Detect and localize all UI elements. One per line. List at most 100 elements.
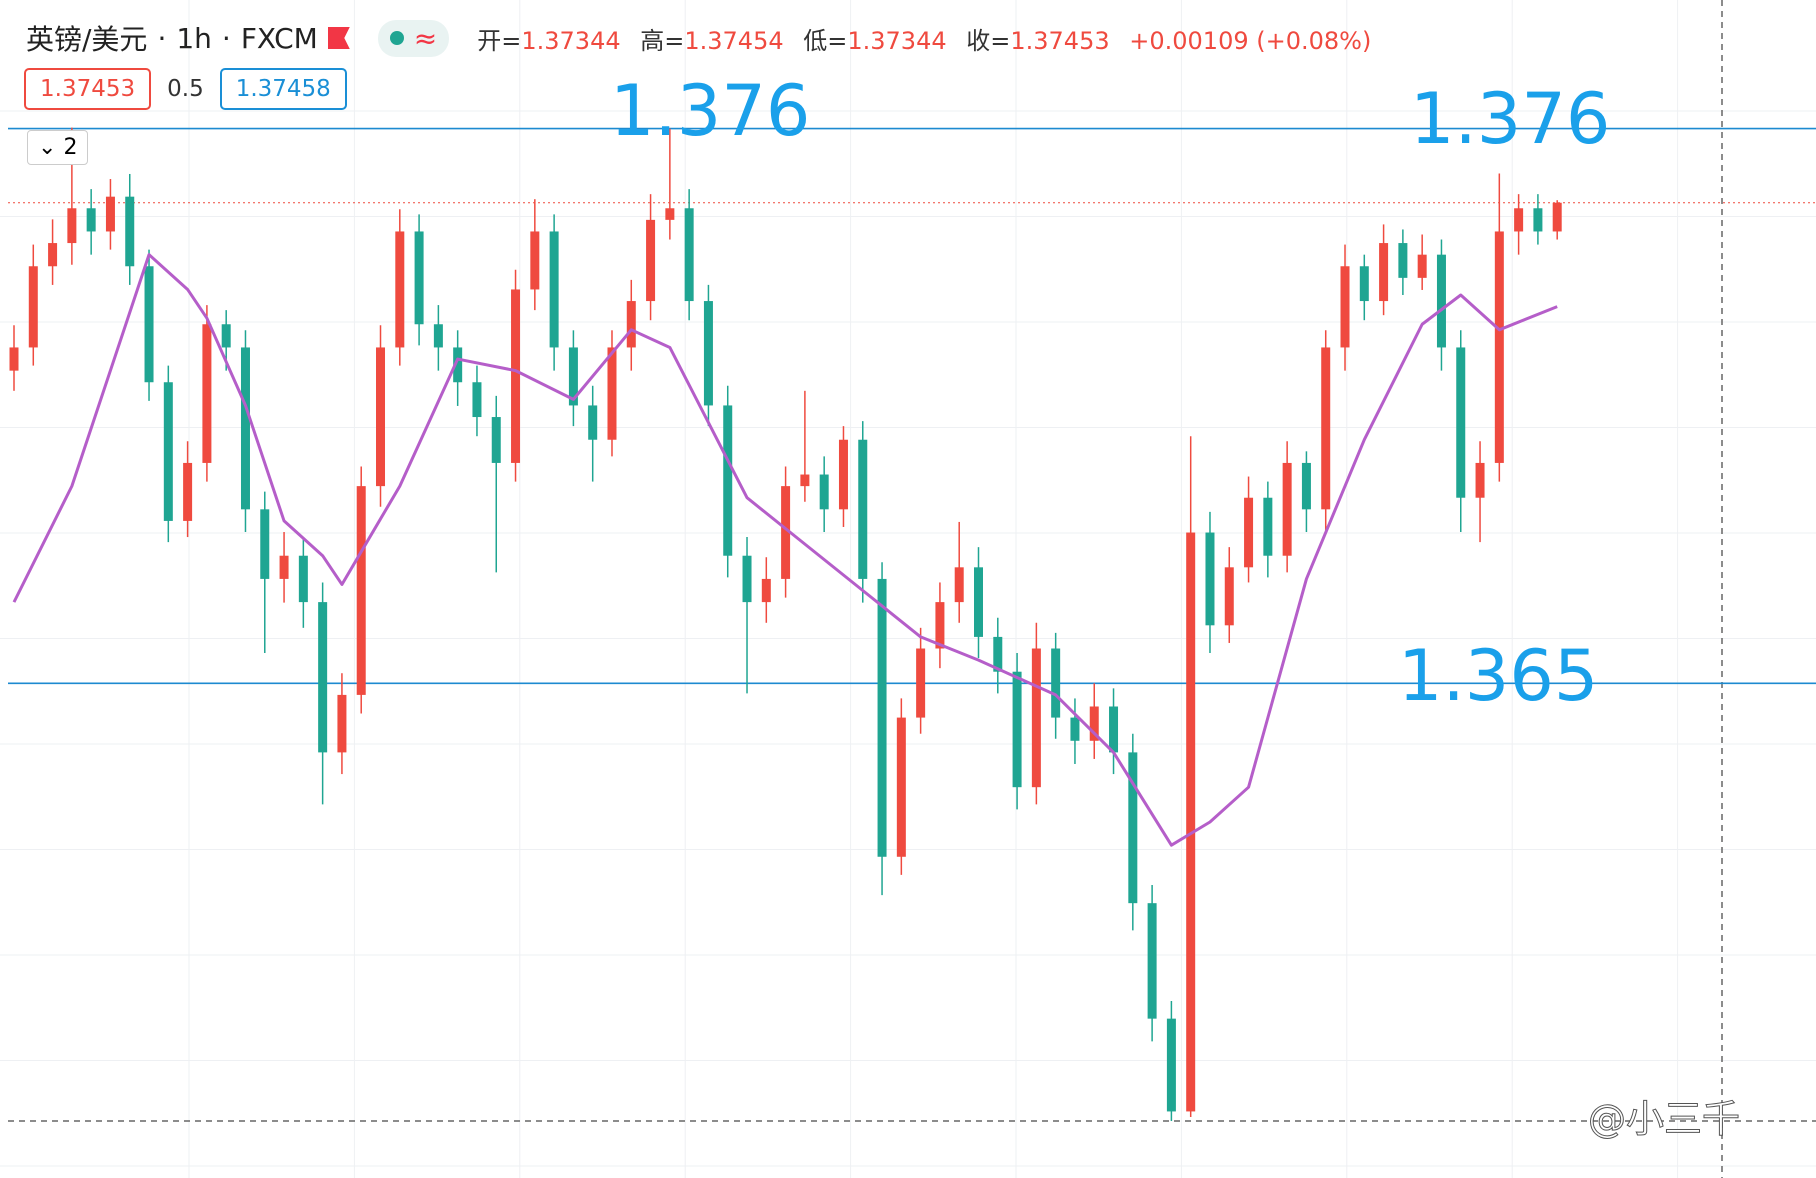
candle-body [781,486,791,579]
candle-body [761,578,771,603]
candle-body [974,567,983,637]
ask[interactable]: 1.37458 [219,68,347,110]
candle-body [1263,497,1273,556]
candle-body [800,474,810,487]
exchange: FXCM [240,21,318,55]
candle-body [993,636,1003,672]
candle-body [665,208,675,220]
candle-body [1089,706,1099,741]
status-pill[interactable]: ≈ [377,19,450,57]
flag-icon[interactable] [327,27,350,49]
watermark: @小三千 [1587,1097,1741,1142]
annotation: 1.365 [1398,635,1599,717]
candle-body [684,208,694,302]
candle-body [1321,347,1331,510]
ma-line [12,253,1558,847]
annotation: 1.376 [1410,78,1611,160]
ohlc-value: 1.37453 [1010,26,1110,55]
spread: 0.5 [167,76,204,102]
candle-body [954,567,964,603]
candle-body [1051,648,1061,718]
ohlc-value: 1.37454 [684,26,784,55]
candle-body [183,462,193,521]
candle-body [1147,903,1157,1019]
candle-body [376,347,386,487]
ohlc-label: 开= [477,26,522,55]
change: +0.00109 (+0.08%) [1129,26,1372,55]
indicator-toggle[interactable]: ⌄ 2 [27,130,89,165]
candle-body [858,439,868,579]
annotation: 1.376 [610,70,811,152]
candle-body [395,231,405,348]
candle-body [896,717,906,857]
candle-body [1244,497,1254,568]
candle-body [1533,208,1543,232]
candle-body [1031,648,1041,788]
candle-body [414,231,424,325]
candle-body [1514,208,1524,232]
candle-body [1417,254,1427,278]
candle-body [260,509,270,579]
candle-body [935,602,945,649]
interval[interactable]: 1h [176,21,212,55]
quote-badges: 1.37453 0.5 1.37458 [24,68,347,110]
ohlc-value: 1.37344 [847,26,947,55]
candle-body [1340,266,1350,348]
candle-body [453,347,463,383]
candle-body [1128,752,1138,904]
candle-body [549,231,559,348]
candle-body [48,243,58,267]
candle-body [511,289,521,463]
candle-body [1109,706,1119,753]
candle-body [202,324,212,463]
symbol: 英镑/美元 [26,23,148,56]
candle-body [1398,243,1408,278]
candle-body [1359,266,1369,302]
candle-body [1301,462,1311,510]
candle-body [9,347,19,371]
ohlc-label: 收= [966,26,1011,55]
candle-body [298,555,308,603]
candle-body [1494,231,1504,463]
candle-body [144,266,154,383]
candle-body [433,324,443,348]
candle-body [491,417,501,463]
candle-body [819,474,829,510]
candle-body [163,382,173,521]
candle-body [877,578,887,857]
candle-body [240,347,250,510]
candle-body [1282,462,1292,556]
candle-body [125,196,135,267]
candle-body [356,486,366,695]
candle-body [1186,532,1196,1112]
candle-body [28,266,38,348]
candle-body [530,231,540,290]
candle-body [723,405,733,556]
ohlc-label: 高= [640,26,685,55]
candle-body [1224,567,1234,626]
candle-body [337,694,347,753]
ohlc-legend: 开=1.37344 高=1.37454 低=1.37344 收=1.37453 … [477,21,1383,56]
candle-body [1436,254,1446,348]
ohlc-value: 1.37344 [521,26,621,55]
candle-body [646,219,656,302]
candle-body [838,439,848,510]
candle-body [67,208,77,244]
candle-body [568,347,578,406]
candle-body [607,347,617,440]
candle-body [588,405,598,440]
candle-body [1012,671,1022,788]
candle-body [1475,462,1485,498]
ohlc-label: 低= [803,26,848,55]
candle-body [626,301,636,348]
candle-body [86,208,96,232]
candle-body [1166,1018,1176,1112]
bid[interactable]: 1.37453 [24,68,152,110]
indicator-count: 2 [63,135,78,160]
candle-body [279,555,289,579]
candle-body [1205,532,1215,626]
header: 英镑/美元 · 1h · FXCM ≈ 开=1.37344 高=1.37454 低=… [26,18,1383,58]
candle-body [742,555,752,603]
